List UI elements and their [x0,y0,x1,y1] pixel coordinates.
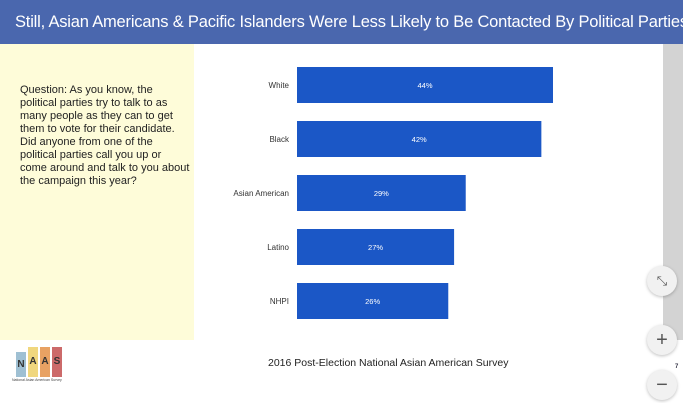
chart-source-caption: 2016 Post-Election National Asian Americ… [268,357,509,369]
question-text: Question: As you know, the political par… [20,84,190,187]
logo-letter: A [28,347,38,377]
data-label: 44% [417,81,432,90]
zoom-out-button[interactable]: − [647,370,677,400]
question-panel [0,44,194,340]
bar-asian-american [297,175,466,211]
data-label: 27% [368,243,383,252]
zoom-in-button[interactable]: + [647,325,677,355]
category-label: NHPI [270,297,289,306]
bar-white [297,67,553,103]
collapse-icon[interactable]: ⤡ [647,266,677,296]
page-number: 7 [675,364,679,370]
bar-latino [297,229,455,265]
logo-subtitle: National Asian American Survey [12,378,62,382]
category-label: Latino [267,243,289,252]
data-label: 26% [365,297,380,306]
scrollbar-track[interactable] [663,44,683,340]
data-label: 42% [412,135,427,144]
logo-letter: S [52,347,62,377]
bar-nhpi [297,283,449,319]
plus-icon: + [656,329,668,351]
logo-letter: A [40,347,50,377]
data-label: 29% [374,189,389,198]
bar-black [297,121,542,157]
category-label: Asian American [233,189,289,198]
minus-icon: − [656,374,668,396]
category-label: Black [269,135,290,144]
logo-letter: N [16,352,26,377]
category-label: White [269,81,290,90]
slide-title: Still, Asian Americans & Pacific Islande… [0,0,683,44]
